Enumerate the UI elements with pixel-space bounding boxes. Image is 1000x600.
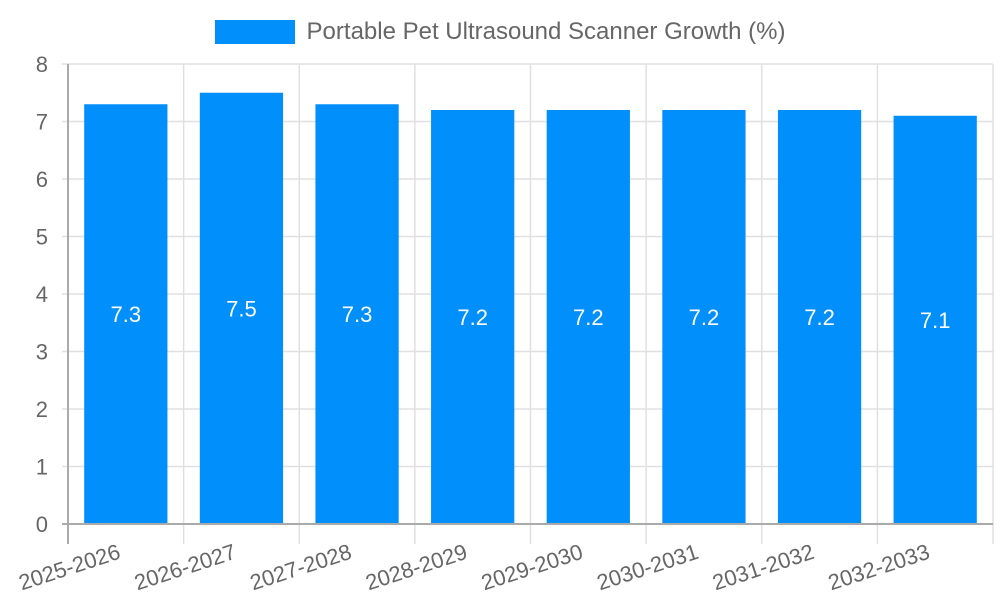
y-tick-label: 5 (36, 225, 48, 250)
y-tick-label: 4 (36, 282, 48, 307)
x-tick-label: 2025-2026 (16, 539, 124, 595)
legend-label: Portable Pet Ultrasound Scanner Growth (… (306, 18, 786, 45)
bar[interactable] (431, 110, 515, 524)
x-tick-label: 2026-2027 (131, 539, 239, 595)
bar-value-label: 7.3 (342, 302, 373, 327)
bar-value-label: 7.1 (920, 308, 951, 333)
bar[interactable] (199, 92, 284, 524)
data-labels: 7.3 7.5 7.3 7.2 7.2 7.2 7.2 7.1 (111, 296, 951, 333)
bar[interactable] (315, 104, 399, 524)
y-tick-label: 2 (36, 397, 48, 422)
bar-value-label: 7.5 (226, 296, 257, 321)
bar[interactable] (84, 104, 168, 524)
bar[interactable] (777, 110, 862, 524)
x-tick-label: 2028-2029 (362, 539, 470, 595)
x-tick-label: 2027-2028 (247, 539, 355, 595)
bar[interactable] (893, 115, 977, 524)
y-tick-label: 3 (36, 340, 48, 365)
bar-value-label: 7.3 (111, 302, 142, 327)
y-tick-label: 7 (36, 110, 48, 135)
bar-value-label: 7.2 (804, 305, 835, 330)
bars (84, 92, 977, 524)
bar-value-label: 7.2 (573, 305, 604, 330)
x-tick-label: 2032-2033 (825, 539, 933, 595)
y-tick-label: 8 (36, 52, 48, 77)
y-tick-label: 1 (36, 455, 48, 480)
x-tick-label: 2029-2030 (478, 539, 586, 595)
y-tick-label: 6 (36, 167, 48, 192)
bar-value-label: 7.2 (457, 305, 488, 330)
chart-legend[interactable]: Portable Pet Ultrasound Scanner Growth (… (0, 18, 1000, 46)
bar-value-label: 7.2 (689, 305, 720, 330)
y-tick-label: 0 (36, 512, 48, 537)
bar[interactable] (662, 110, 746, 524)
x-tick-label: 2031-2032 (709, 539, 817, 595)
bar[interactable] (546, 110, 630, 524)
legend-swatch (214, 20, 295, 44)
x-tick-label: 2030-2031 (594, 539, 702, 595)
